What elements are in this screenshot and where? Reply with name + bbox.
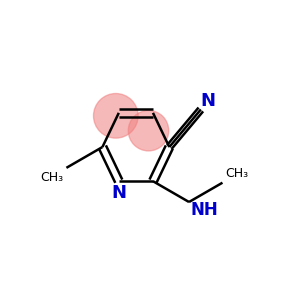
Circle shape bbox=[128, 110, 169, 151]
Circle shape bbox=[94, 94, 138, 138]
Text: N: N bbox=[200, 92, 215, 110]
Text: CH₃: CH₃ bbox=[225, 167, 249, 180]
Text: NH: NH bbox=[190, 200, 218, 218]
Text: CH₃: CH₃ bbox=[40, 171, 63, 184]
Text: N: N bbox=[111, 184, 126, 202]
